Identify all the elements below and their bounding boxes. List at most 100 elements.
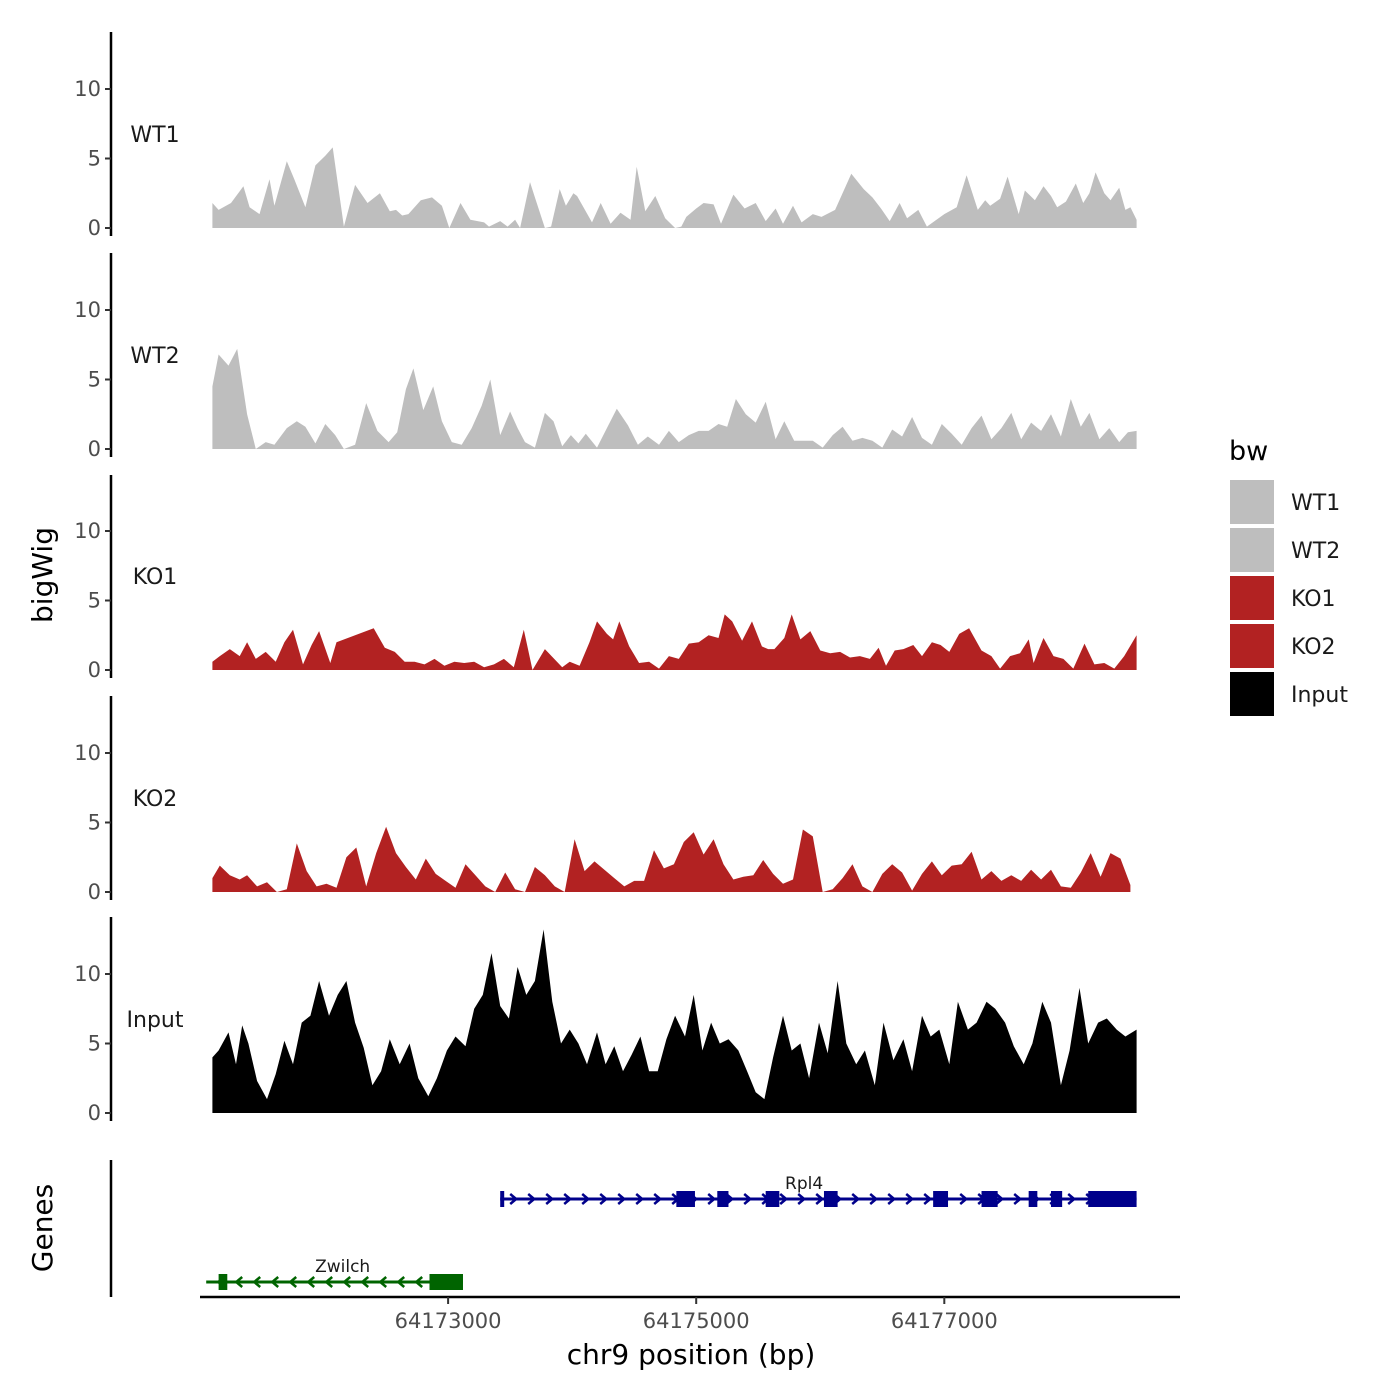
exon <box>981 1191 998 1207</box>
track-label: KO1 <box>133 565 178 590</box>
legend-label: WT2 <box>1291 539 1340 564</box>
exon <box>823 1191 838 1207</box>
y-tick-label: 0 <box>88 1101 101 1125</box>
strand-arrow <box>743 1193 753 1205</box>
strand-arrow <box>270 1276 280 1288</box>
gene-label: Rpl4 <box>785 1174 823 1194</box>
legend-title: bw <box>1229 436 1268 467</box>
exon <box>933 1191 949 1207</box>
legend-label: Input <box>1291 683 1348 708</box>
track-ko2: 0 5 10 KO2 <box>74 696 1131 904</box>
legend-entry-input: Input <box>1230 672 1348 716</box>
y-tick-label: 10 <box>74 741 101 765</box>
strand-arrow <box>563 1193 573 1205</box>
y-tick-label: 0 <box>88 658 101 682</box>
y-axis-title: bigWig <box>26 527 59 623</box>
strand-arrow <box>396 1276 406 1288</box>
track-input: 0 5 10 Input <box>74 917 1137 1125</box>
genes-axis-title: Genes <box>26 1184 59 1272</box>
strand-arrow <box>869 1193 879 1205</box>
y-tick-label: 10 <box>74 298 101 322</box>
strand-arrow <box>599 1193 609 1205</box>
legend-entry-ko2: KO2 <box>1230 624 1336 668</box>
strand-arrow <box>360 1276 370 1288</box>
strand-arrow <box>779 1193 789 1205</box>
exon <box>765 1191 780 1207</box>
strand-arrow <box>707 1193 717 1205</box>
gene-zwilch: Zwilch <box>206 1257 463 1290</box>
track-label: WT2 <box>130 344 179 369</box>
coverage-tracks: 0 5 10 WT1 0 5 10 WT2 0 5 10 KO1 0 5 10 KO2 0 5 10 Input <box>74 32 1137 1125</box>
y-tick-label: 5 <box>88 1032 101 1056</box>
exon <box>676 1191 695 1207</box>
y-tick-label: 5 <box>88 811 101 835</box>
strand-arrow <box>252 1276 262 1288</box>
gene-rpl4: Rpl4 <box>500 1174 1137 1207</box>
track-wt2: 0 5 10 WT2 <box>74 253 1137 461</box>
strand-arrow <box>414 1276 424 1288</box>
legend-entry-wt2: WT2 <box>1230 528 1340 572</box>
strand-arrow <box>342 1276 352 1288</box>
strand-arrow <box>923 1193 933 1205</box>
strand-arrow <box>797 1193 807 1205</box>
y-tick-label: 10 <box>74 77 101 101</box>
strand-arrow <box>1013 1193 1023 1205</box>
strand-arrow <box>306 1276 316 1288</box>
strand-arrow <box>995 1193 1005 1205</box>
exon <box>429 1274 463 1290</box>
track-label: KO2 <box>133 787 178 812</box>
legend-entry-ko1: KO1 <box>1230 576 1336 620</box>
exon <box>500 1191 505 1207</box>
track-label: Input <box>127 1008 184 1033</box>
legend-label: KO2 <box>1291 635 1336 660</box>
legend-swatch <box>1230 480 1274 524</box>
gene-label: Zwilch <box>315 1257 370 1277</box>
legend-label: KO1 <box>1291 587 1336 612</box>
strand-arrow <box>324 1276 334 1288</box>
strand-arrow <box>509 1193 519 1205</box>
track-wt1: 0 5 10 WT1 <box>74 32 1137 240</box>
legend-entry-wt1: WT1 <box>1230 480 1340 524</box>
strand-arrow <box>905 1193 915 1205</box>
legend-swatch <box>1230 624 1274 668</box>
strand-arrow <box>378 1276 388 1288</box>
track-label: WT1 <box>130 123 179 148</box>
strand-arrow <box>959 1193 969 1205</box>
exon <box>218 1274 228 1290</box>
legend-swatch <box>1230 672 1274 716</box>
y-tick-label: 0 <box>88 437 101 461</box>
strand-arrow <box>527 1193 537 1205</box>
y-tick-label: 0 <box>88 216 101 240</box>
legend-swatch <box>1230 528 1274 572</box>
coverage-area-wt1 <box>212 147 1137 228</box>
y-tick-label: 10 <box>74 962 101 986</box>
y-tick-label: 10 <box>74 519 101 543</box>
legend-label: WT1 <box>1291 491 1340 516</box>
strand-arrow <box>653 1193 663 1205</box>
strand-arrow <box>288 1276 298 1288</box>
track-ko1: 0 5 10 KO1 <box>74 475 1137 682</box>
x-axis: 64173000 64175000 64177000 <box>200 1295 1180 1333</box>
exon <box>1088 1191 1137 1207</box>
x-tick-label: 64177000 <box>891 1309 998 1333</box>
coverage-area-input <box>212 929 1137 1113</box>
x-tick-label: 64173000 <box>395 1309 502 1333</box>
strand-arrow <box>887 1193 897 1205</box>
strand-arrow <box>545 1193 555 1205</box>
strand-arrow <box>635 1193 645 1205</box>
y-tick-label: 0 <box>88 880 101 904</box>
legend-swatch <box>1230 576 1274 620</box>
exon <box>717 1191 729 1207</box>
exon <box>1050 1191 1063 1207</box>
coverage-area-ko1 <box>212 614 1137 670</box>
x-axis-title: chr9 position (bp) <box>567 1338 816 1371</box>
strand-arrow <box>1067 1193 1077 1205</box>
strand-arrow <box>234 1276 244 1288</box>
strand-arrow <box>581 1193 591 1205</box>
exon <box>1028 1191 1038 1207</box>
coverage-area-wt2 <box>212 348 1137 449</box>
x-tick-label: 64175000 <box>643 1309 750 1333</box>
legend: WT1 WT2 KO1 KO2 Input <box>1230 480 1348 716</box>
strand-arrow <box>617 1193 627 1205</box>
